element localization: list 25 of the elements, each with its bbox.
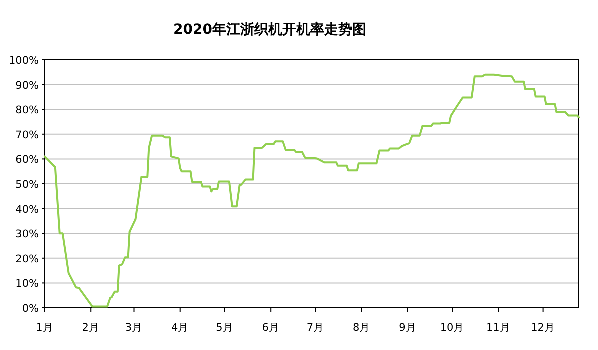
y-tick-label: 70% <box>16 129 40 142</box>
y-tick-label: 40% <box>16 204 40 216</box>
x-tick-label: 3月 <box>125 322 144 334</box>
x-tick-label: 5月 <box>216 322 234 334</box>
x-tick-label: 4月 <box>172 322 190 334</box>
x-tick-label: 9月 <box>399 322 417 334</box>
x-tick-label: 2月 <box>82 322 100 334</box>
x-tick-label: 11月 <box>486 322 511 334</box>
y-tick-label: 0% <box>22 303 40 315</box>
x-tick-label: 1月 <box>36 322 54 334</box>
y-tick-label: 50% <box>16 179 40 191</box>
y-tick-label: 20% <box>16 253 40 266</box>
y-tick-label: 30% <box>16 228 40 241</box>
chart-title: 2020年江浙织机开机率走势图 <box>174 21 366 38</box>
y-tick-label: 90% <box>16 80 40 92</box>
y-tick-label: 100% <box>8 55 40 67</box>
x-tick-label: 6月 <box>262 322 280 334</box>
x-tick-label: 10月 <box>440 322 465 334</box>
x-tick-label: 8月 <box>352 322 371 334</box>
y-tick-label: 80% <box>16 104 40 117</box>
y-tick-label: 10% <box>16 278 40 290</box>
x-tick-label: 12月 <box>531 322 556 334</box>
y-tick-label: 60% <box>16 154 40 166</box>
line-series <box>44 74 580 308</box>
x-tick-label: 7月 <box>306 322 325 334</box>
